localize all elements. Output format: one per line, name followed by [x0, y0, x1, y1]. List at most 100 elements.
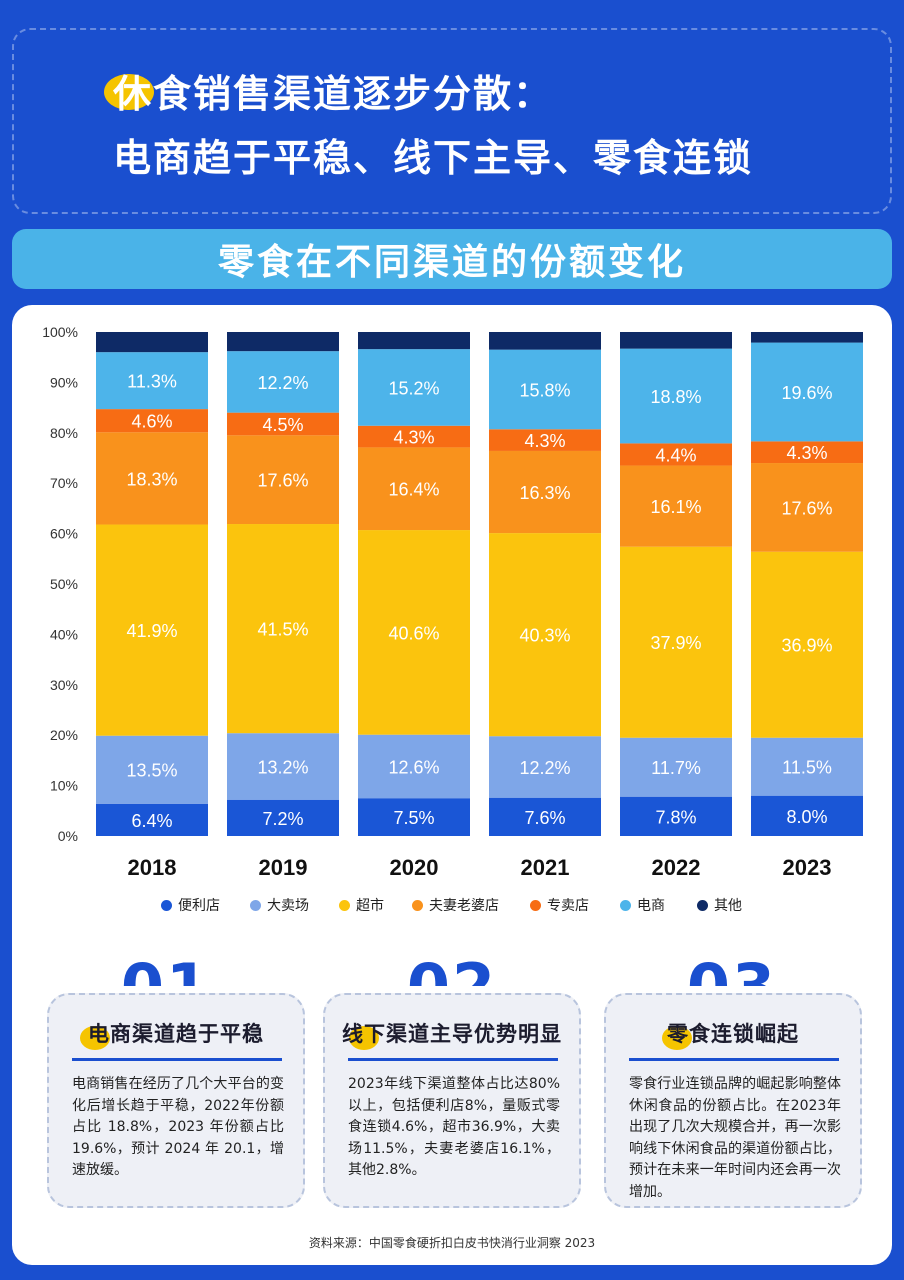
bar-segment: [751, 737, 863, 796]
point-card-3: 零食连锁崛起 零食行业连锁品牌的崛起影响整体休闲食品的份额占比。在2023年出现…: [604, 993, 862, 1208]
point-card-title: 电商渠道趋于平稳: [49, 1018, 303, 1050]
legend-item: 其他: [697, 895, 742, 915]
source-note: 资料来源：中国零食硬折扣白皮书快消行业洞察 2023: [308, 1236, 596, 1250]
header-panel: [12, 28, 892, 214]
y-tick-label: 40%: [50, 626, 78, 642]
bar-segment: [227, 412, 339, 436]
bar-segment: [620, 332, 732, 349]
data-label: 4.3%: [524, 431, 565, 451]
title-highlight-mark: [349, 1026, 379, 1050]
legend-swatch: [339, 899, 350, 911]
data-label: 17.6%: [781, 498, 832, 518]
data-label: 4.5%: [262, 415, 303, 435]
title-highlight-mark: [80, 1026, 110, 1050]
title-rest-text: 渠道主导优势明显: [386, 1022, 562, 1046]
data-label: 41.9%: [126, 621, 177, 641]
legend-item: 超市: [339, 895, 384, 915]
legend-item: 大卖场: [250, 895, 309, 915]
data-label: 40.3%: [519, 626, 570, 646]
data-label: 6.4%: [131, 811, 172, 831]
bar-segment: [227, 435, 339, 525]
data-label: 16.4%: [388, 480, 439, 500]
point-number-1: 01: [111, 950, 221, 987]
legend-item: 夫妻老婆店: [412, 895, 499, 915]
data-label: 12.2%: [257, 373, 308, 393]
data-label: 41.5%: [257, 620, 308, 640]
data-label: 18.8%: [650, 387, 701, 407]
title-divider: [348, 1058, 558, 1061]
data-label: 13.5%: [126, 761, 177, 781]
bar-segment: [358, 798, 470, 836]
point-number-2: 02: [397, 950, 507, 987]
data-label: 4.3%: [393, 428, 434, 448]
y-tick-label: 50%: [50, 576, 78, 592]
bar-segment: [620, 737, 732, 797]
y-tick-label: 30%: [50, 677, 78, 693]
bar-segment: [620, 546, 732, 738]
bar-segment: [227, 733, 339, 800]
point-card-title: 线下渠道主导优势明显: [325, 1018, 579, 1050]
bar-segment: [227, 799, 339, 836]
chart-legend: 便利店 大卖场 超市 夫妻老婆店 专卖店 电商 其他: [0, 895, 904, 919]
data-label: 12.2%: [519, 758, 570, 778]
title-rest-text: 连锁崛起: [711, 1022, 799, 1046]
data-label: 15.2%: [388, 378, 439, 398]
bar-segment: [358, 530, 470, 735]
bar-segment: [620, 465, 732, 547]
page-title-line2: 电商趋于平稳、线下主导、零食连锁: [113, 136, 754, 180]
legend-swatch: [620, 899, 631, 911]
y-tick-label: 70%: [50, 475, 78, 491]
x-tick-label: 2019: [259, 855, 308, 880]
bar-segment: [227, 332, 339, 352]
legend-label: 其他: [714, 898, 742, 914]
legend-swatch: [161, 899, 172, 911]
legend-label: 夫妻老婆店: [429, 898, 499, 914]
data-label: 7.6%: [524, 808, 565, 828]
legend-swatch: [530, 899, 541, 911]
legend-label: 便利店: [178, 898, 220, 914]
bar-segment: [620, 443, 732, 466]
bar-segment: [358, 349, 470, 426]
page-title-line1: 休食销售渠道逐步分散：: [113, 72, 554, 116]
y-tick-label: 20%: [50, 727, 78, 743]
bar-segment: [751, 551, 863, 738]
y-tick-label: 10%: [50, 778, 78, 794]
stacked-bar-chart: 0% 10% 20% 30% 40% 50% 60% 70% 80% 90% 100% 6.4% 13.…: [42, 324, 863, 880]
bar-segment: [96, 524, 208, 736]
data-label: 17.6%: [257, 471, 308, 491]
bar-segment: [96, 735, 208, 804]
data-label: 15.8%: [519, 380, 570, 400]
point-card-text: 2023年线下渠道整体占比达80%以上，包括便利店8%，量贩式零食连锁4.6%，…: [348, 1076, 560, 1178]
data-label: 7.8%: [655, 807, 696, 827]
bar-segment: [227, 524, 339, 734]
y-tick-label: 60%: [50, 526, 78, 542]
legend-label: 大卖场: [267, 898, 309, 914]
x-tick-label: 2022: [652, 855, 701, 880]
title-divider: [629, 1058, 839, 1061]
data-label: 11.3%: [127, 372, 177, 392]
title-divider: [72, 1058, 282, 1061]
x-tick-label: 2018: [128, 855, 177, 880]
title-highlight-text: 线下: [342, 1022, 386, 1046]
bar-segment: [489, 533, 601, 737]
y-tick-label: 90%: [50, 374, 78, 390]
legend-label: 超市: [356, 898, 384, 914]
data-label: 4.3%: [786, 443, 827, 463]
data-label: 4.6%: [131, 412, 172, 432]
legend-item: 便利店: [161, 895, 220, 915]
data-label: 19.6%: [781, 383, 832, 403]
title-highlight-mark: [104, 74, 154, 110]
bar-segment: [96, 409, 208, 433]
legend-swatch: [697, 899, 708, 911]
point-card-text: 电商销售在经历了几个大平台的变化后增长趋于平稳，2022年份额占比 18.8%，…: [72, 1076, 284, 1178]
bar-segment: [751, 441, 863, 464]
y-tick-label: 80%: [50, 425, 78, 441]
title-highlight-mark: [662, 1026, 692, 1050]
y-tick-label: 0%: [58, 828, 78, 844]
bar-segment: [489, 450, 601, 534]
bar-segment: [96, 332, 208, 353]
point-card-1: 电商渠道趋于平稳 电商销售在经历了几个大平台的变化后增长趋于平稳，2022年份额…: [47, 993, 305, 1208]
bar-segment: [489, 429, 601, 451]
legend-label: 专卖店: [547, 898, 589, 914]
legend-swatch: [250, 899, 261, 911]
